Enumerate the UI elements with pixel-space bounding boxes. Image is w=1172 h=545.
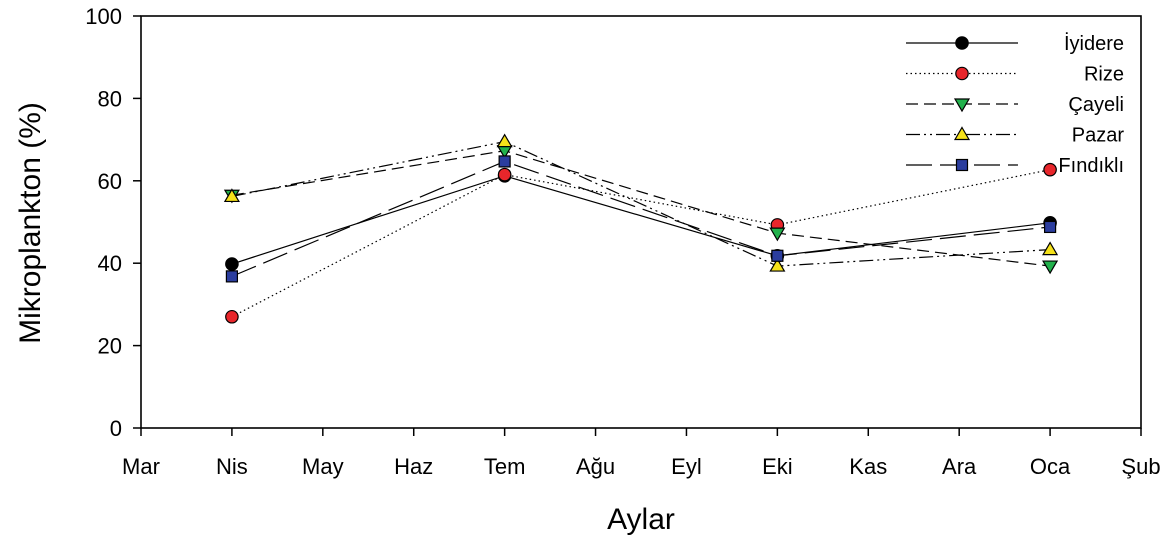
data-point — [1043, 162, 1057, 177]
x-tick-label: Tem — [484, 454, 526, 479]
series-markers — [225, 162, 1057, 324]
legend-item: İyidere — [906, 32, 1124, 55]
legend-label: Çayeli — [1068, 94, 1124, 116]
legend-item: Çayeli — [906, 94, 1124, 116]
series — [231, 160, 1051, 277]
series — [231, 169, 1051, 318]
data-point — [769, 257, 786, 272]
x-tick-label: Kas — [849, 454, 887, 479]
legend-item: Pazar — [906, 125, 1124, 147]
data-point — [223, 188, 240, 203]
y-tick-label: 80 — [98, 86, 122, 111]
series-markers — [225, 155, 1057, 283]
x-tick-label: Eki — [762, 454, 793, 479]
data-point — [769, 227, 786, 242]
y-tick-label: 40 — [98, 251, 122, 276]
y-tick-label: 100 — [85, 4, 122, 29]
series-markers — [225, 169, 1057, 271]
data-point — [225, 257, 239, 271]
legend-label: Rize — [1084, 64, 1124, 86]
series — [231, 141, 1051, 267]
series-line — [231, 150, 1051, 267]
legend-label: İyidere — [1064, 32, 1124, 55]
legend-marker — [955, 66, 969, 81]
data-point — [498, 155, 511, 168]
data-point — [1042, 241, 1059, 256]
x-tick-label: Mar — [122, 454, 160, 479]
series-line — [231, 169, 1051, 318]
legend-label: Pazar — [1072, 125, 1125, 147]
series-layer — [223, 133, 1059, 324]
y-tick-label: 60 — [98, 169, 122, 194]
x-tick-label: Haz — [394, 454, 433, 479]
x-tick-label: May — [302, 454, 344, 479]
x-tick-label: Ara — [942, 454, 977, 479]
legend-item: Rize — [906, 64, 1124, 86]
legend-marker — [953, 98, 971, 113]
legend-marker — [953, 126, 971, 141]
series — [231, 150, 1051, 267]
data-point — [1042, 260, 1059, 275]
data-point — [225, 309, 239, 324]
series-line — [231, 160, 1051, 277]
legend: İyidere Rize Çayeli Pazar Fındıklı — [906, 32, 1124, 177]
y-tick-label: 0 — [110, 416, 122, 441]
axes: Mar Nis May Haz Tem Ağu Eyl Eki Kas Ara Oca Şub 0 20 4… — [85, 4, 1160, 479]
y-tick-label: 20 — [98, 334, 122, 359]
x-tick-label: Eyl — [671, 454, 702, 479]
series-markers — [223, 133, 1059, 272]
x-tick-label: Oca — [1030, 454, 1071, 479]
x-tick-label: Nis — [216, 454, 248, 479]
data-point — [1043, 220, 1057, 234]
y-axis-title: Mikroplankton (%) — [14, 102, 47, 344]
legend-marker — [955, 158, 969, 172]
x-tick-label: Ağu — [576, 454, 615, 479]
plot-frame — [140, 15, 1142, 429]
series-line — [231, 175, 1051, 265]
series — [231, 175, 1051, 265]
legend-marker — [955, 36, 969, 50]
x-axis-title: Aylar — [607, 503, 675, 536]
data-point — [496, 133, 513, 148]
x-tick-label: Şub — [1121, 454, 1160, 479]
series-markers — [223, 145, 1059, 275]
legend-item: Fındıklı — [906, 155, 1124, 177]
legend-label: Fındıklı — [1058, 155, 1124, 177]
data-point — [225, 270, 239, 283]
data-point — [771, 249, 784, 262]
series-line — [231, 141, 1051, 267]
data-point — [497, 167, 512, 182]
